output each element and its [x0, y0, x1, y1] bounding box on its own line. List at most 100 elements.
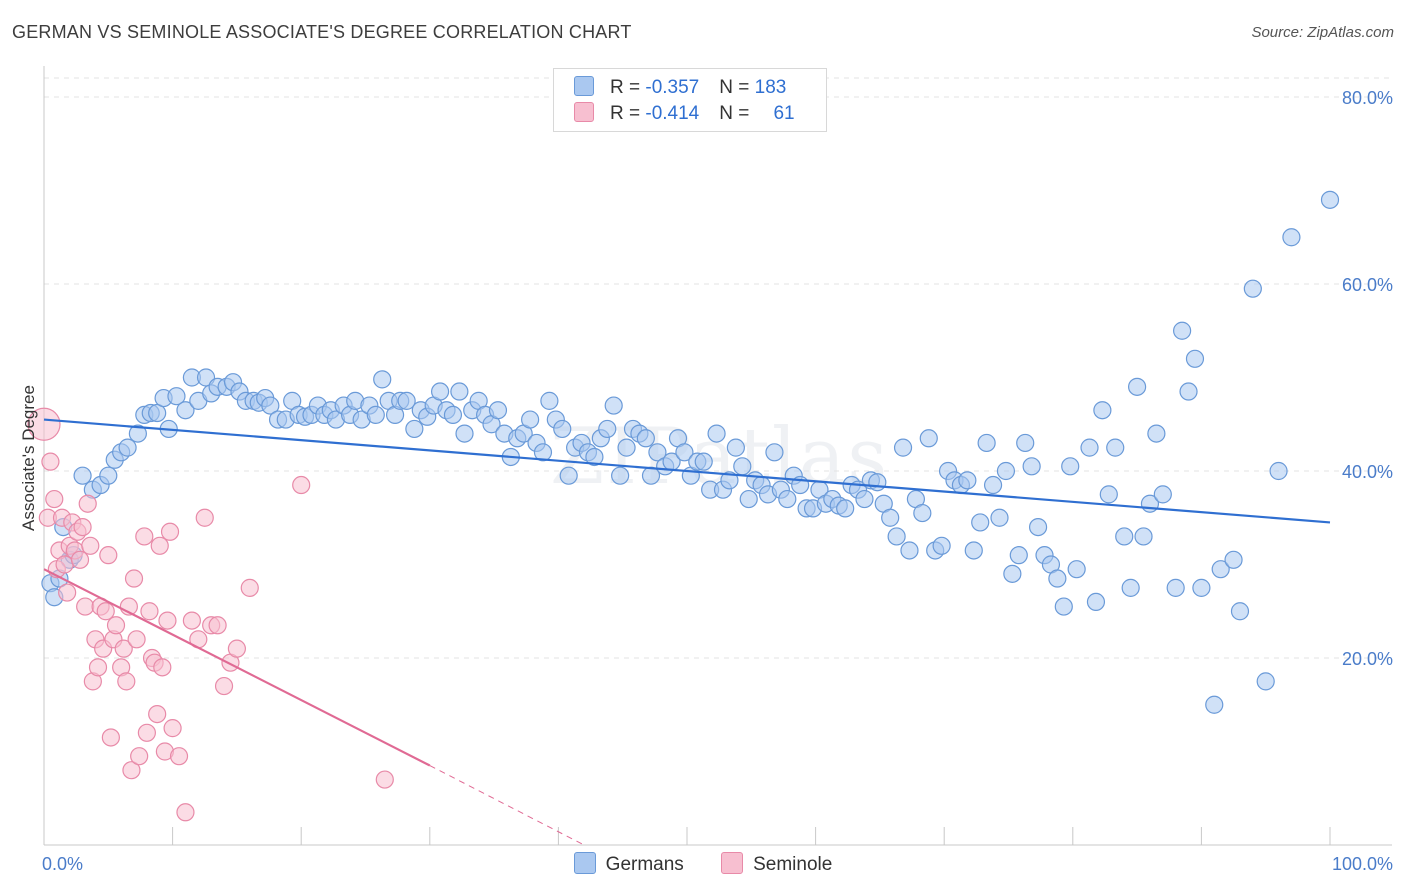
seminole-trend-extension [429, 765, 585, 846]
german-point [694, 452, 713, 471]
seminole-trend-line [43, 568, 431, 767]
legend-n-value: 183 [754, 77, 787, 98]
seminole-point [208, 616, 227, 635]
german-point [1106, 438, 1125, 457]
german-point [726, 438, 745, 457]
german-point [720, 471, 739, 490]
germans-swatch [574, 76, 594, 96]
germans-legend-swatch [573, 852, 596, 874]
german-point [707, 424, 726, 443]
y-tick-label: 40.0% [1342, 462, 1393, 482]
seminole-point [130, 747, 149, 766]
german-point [1134, 527, 1153, 546]
german-point [430, 382, 450, 401]
german-point [450, 382, 469, 401]
german-point [868, 473, 887, 492]
seminole-point [160, 522, 180, 541]
seminole-point [214, 676, 234, 696]
y-tick-label: 80.0% [1342, 88, 1393, 108]
seminole-point [99, 546, 118, 565]
seminole-point [45, 489, 64, 509]
german-point [1192, 578, 1211, 597]
seminole-point [240, 578, 259, 597]
german-point [167, 387, 186, 406]
german-point [1115, 527, 1134, 546]
german-point [521, 410, 540, 429]
seminole-point [158, 611, 177, 630]
german-point [373, 370, 392, 389]
german-point [585, 447, 604, 467]
legend-n-label: N = [719, 77, 755, 98]
german-point [1086, 592, 1106, 612]
source-label: Source: ZipAtlas.com [1251, 24, 1394, 41]
german-point [1211, 560, 1230, 579]
seminole-point [176, 803, 195, 822]
german-point [128, 424, 147, 443]
legend-item-seminole[interactable]: Seminole [721, 852, 832, 876]
german-point [1022, 457, 1041, 476]
german-point [990, 508, 1009, 527]
seminole-point [41, 452, 60, 471]
german-point [919, 429, 938, 448]
german-point [1173, 321, 1192, 340]
german-point [1320, 190, 1340, 209]
x-tick-label: 100.0% [1332, 854, 1393, 874]
seminole-point [70, 550, 90, 569]
german-point [148, 403, 167, 423]
legend-seminole-label: Seminole [753, 854, 833, 875]
german-point [887, 527, 906, 546]
german-point [1185, 349, 1205, 368]
seminole-point [135, 527, 154, 546]
legend-row-germans: R = -0.357 N = 183 [574, 76, 786, 100]
german-point [932, 536, 951, 555]
german-point [1282, 228, 1301, 247]
legend-r-value: -0.414 [645, 103, 700, 124]
german-point [405, 419, 424, 439]
german-point [913, 503, 932, 523]
seminole-point [150, 536, 169, 555]
german-point [1166, 578, 1185, 597]
german-point [533, 443, 553, 462]
seminole-point [227, 639, 246, 658]
german-point [488, 401, 508, 420]
series-germans [41, 190, 1340, 714]
german-point [1224, 550, 1243, 569]
legend-r-value: -0.357 [645, 77, 700, 98]
german-point [1230, 602, 1250, 621]
german-point [893, 438, 913, 457]
seminole-point [27, 407, 61, 441]
seminole-point [81, 536, 100, 555]
german-point [739, 489, 758, 509]
legend-r-label: R = [610, 103, 646, 124]
legend-item-germans[interactable]: Germans [573, 852, 684, 876]
german-point [261, 396, 280, 415]
seminole-point [182, 611, 201, 630]
x-tick-label: 0.0% [42, 854, 83, 874]
seminole-point [122, 761, 141, 780]
seminole-point [55, 555, 74, 574]
tick-labels: 20.0% 40.0% 60.0% 80.0% 0.0% 100.0% [42, 88, 1393, 874]
german-point [443, 405, 463, 424]
seminole-point [137, 723, 156, 742]
legend-r-label: R = [610, 77, 646, 98]
seminole-point [58, 583, 77, 602]
seminole-point [169, 747, 189, 766]
y-tick-label: 20.0% [1342, 649, 1393, 669]
german-point [648, 443, 667, 462]
german-point [118, 438, 137, 457]
german-point [983, 475, 1003, 495]
german-point [1080, 438, 1099, 457]
german-point [1048, 569, 1067, 588]
german-point [836, 499, 855, 518]
seminole-point [76, 597, 95, 616]
seminole-point [106, 616, 126, 635]
series-legend: Germans Seminole [0, 852, 1406, 876]
german-point [366, 405, 385, 424]
german-point [964, 541, 983, 560]
german-point [604, 396, 623, 415]
y-axis-label: Associate's Degree [19, 385, 38, 531]
german-point [733, 457, 752, 476]
correlation-legend: R = -0.357 N = 183 R = -0.414 N = 61 [553, 68, 827, 132]
seminole-point [101, 728, 120, 747]
